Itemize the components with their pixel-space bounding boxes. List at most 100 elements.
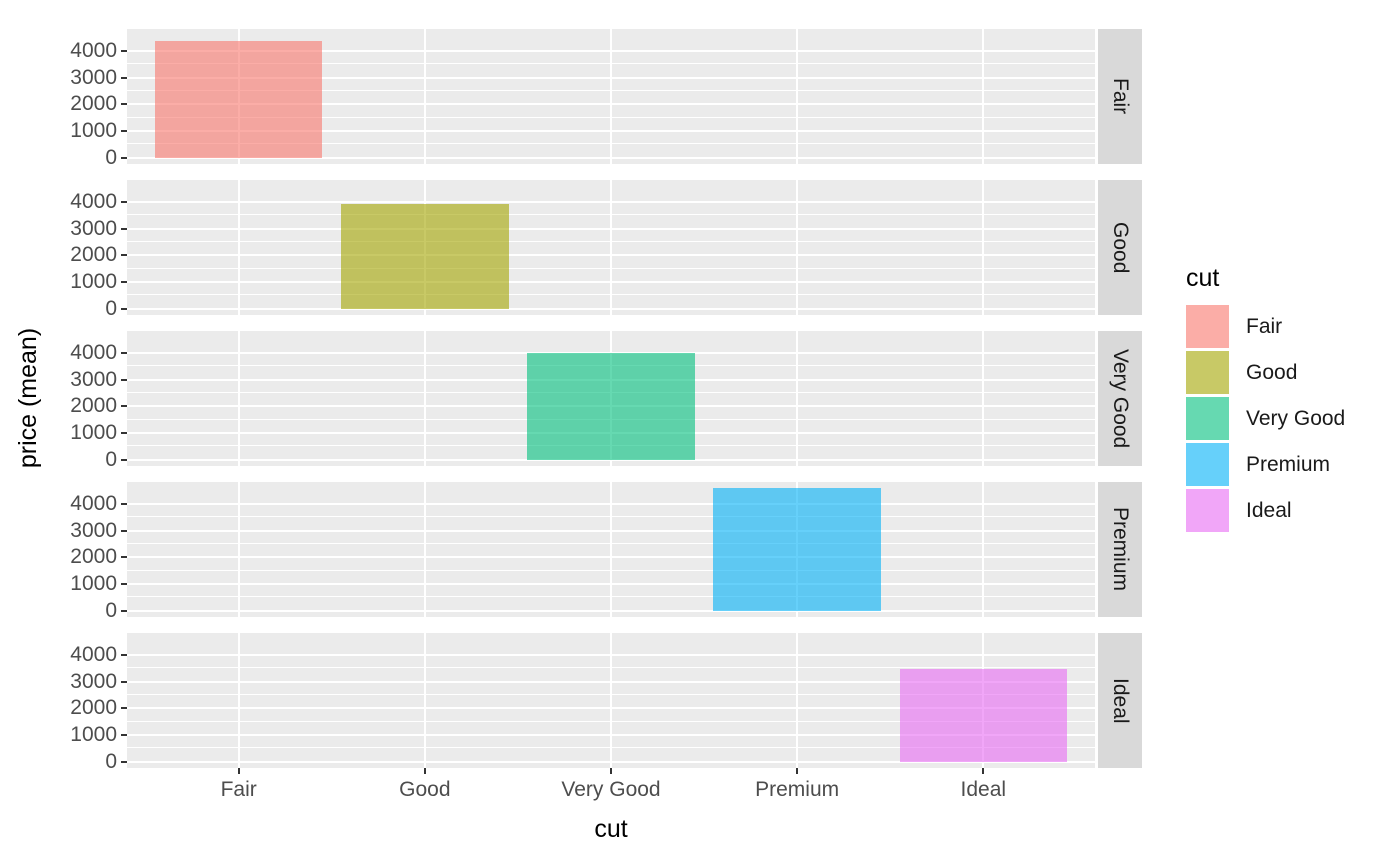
legend-label-premium: Premium xyxy=(1246,453,1331,476)
y-tick-mark xyxy=(121,680,127,683)
gridline-vertical xyxy=(982,180,985,315)
y-tick-mark xyxy=(121,760,127,763)
y-tick-mark xyxy=(121,529,127,532)
legend-label-good: Good xyxy=(1246,361,1298,384)
gridline-vertical xyxy=(237,633,240,768)
y-tick-label: 1000 xyxy=(70,119,117,143)
facet-panel-fair xyxy=(127,29,1095,164)
y-tick-label: 1000 xyxy=(70,723,117,747)
facet-panel-good xyxy=(127,180,1095,315)
gridline-vertical xyxy=(237,482,240,617)
y-tick-mark xyxy=(121,76,127,79)
y-tick-mark xyxy=(121,653,127,656)
y-tick-mark xyxy=(121,351,127,354)
y-tick-mark xyxy=(121,49,127,52)
y-tick-mark xyxy=(121,103,127,106)
bar-very-good xyxy=(527,353,695,460)
y-tick-label: 0 xyxy=(105,145,117,169)
facet-strip-label: Ideal xyxy=(1109,677,1132,724)
gridline-vertical xyxy=(610,633,612,768)
y-tick-label: 4000 xyxy=(70,340,117,364)
facet-strip-good: Good xyxy=(1098,180,1142,315)
y-tick-mark xyxy=(121,583,127,586)
facet-strip-fair: Fair xyxy=(1098,29,1142,164)
y-tick-label: 2000 xyxy=(70,92,117,116)
gridline-vertical xyxy=(423,29,426,164)
gridline-vertical xyxy=(982,29,985,164)
bar-good xyxy=(341,203,509,309)
legend-swatch-good xyxy=(1186,351,1229,394)
legend-label-ideal: Ideal xyxy=(1246,499,1292,522)
legend-title: cut xyxy=(1186,264,1220,292)
x-tick-label: Ideal xyxy=(960,778,1007,801)
y-tick-label: 0 xyxy=(105,598,117,622)
x-tick-label: Good xyxy=(399,778,451,801)
y-tick-label: 1000 xyxy=(70,572,117,596)
y-tick-mark xyxy=(121,227,127,230)
legend-label-fair: Fair xyxy=(1246,315,1283,338)
x-tick-mark xyxy=(423,768,426,774)
y-tick-mark xyxy=(121,458,127,461)
legend-swatch-ideal xyxy=(1186,489,1229,532)
gridline-vertical xyxy=(796,180,799,315)
bar-fair xyxy=(154,41,323,158)
legend-label-very-good: Very Good xyxy=(1246,407,1346,430)
y-tick-label: 3000 xyxy=(70,518,117,542)
y-tick-mark xyxy=(121,734,127,737)
gridline-vertical xyxy=(423,482,426,617)
facet-strip-premium: Premium xyxy=(1098,482,1142,617)
gridline-vertical xyxy=(796,331,799,466)
gridline-vertical xyxy=(237,331,240,466)
x-axis-title: cut xyxy=(594,815,628,843)
y-tick-mark xyxy=(121,502,127,505)
y-tick-mark xyxy=(121,609,127,612)
legend-swatch-fair xyxy=(1186,305,1229,348)
x-tick-label: Very Good xyxy=(561,778,661,801)
gridline-vertical xyxy=(610,29,612,164)
legend-swatch-premium xyxy=(1186,443,1229,486)
facet-panel-very-good xyxy=(127,331,1095,466)
y-tick-label: 0 xyxy=(105,749,117,773)
bar-premium xyxy=(713,488,881,611)
gridline-vertical xyxy=(423,633,426,768)
x-tick-mark xyxy=(610,768,612,774)
y-tick-label: 2000 xyxy=(70,696,117,720)
y-tick-label: 4000 xyxy=(70,491,117,515)
y-tick-label: 4000 xyxy=(70,38,117,62)
y-tick-label: 0 xyxy=(105,447,117,471)
y-tick-mark xyxy=(121,707,127,710)
y-tick-mark xyxy=(121,130,127,133)
gridline-vertical xyxy=(237,180,240,315)
facet-strip-label: Fair xyxy=(1109,78,1132,115)
x-tick-mark xyxy=(237,768,240,774)
x-tick-mark xyxy=(796,768,799,774)
x-tick-label: Premium xyxy=(755,778,840,801)
y-tick-label: 1000 xyxy=(70,270,117,294)
y-tick-mark xyxy=(121,378,127,381)
x-tick-label: Fair xyxy=(220,778,257,801)
y-tick-label: 0 xyxy=(105,296,117,320)
y-tick-label: 2000 xyxy=(70,243,117,267)
gridline-vertical xyxy=(610,482,612,617)
y-tick-label: 3000 xyxy=(70,669,117,693)
legend-swatch-very-good xyxy=(1186,397,1229,440)
y-tick-mark xyxy=(121,156,127,159)
y-tick-mark xyxy=(121,254,127,257)
y-tick-label: 2000 xyxy=(70,545,117,569)
y-tick-mark xyxy=(121,281,127,284)
y-tick-label: 4000 xyxy=(70,189,117,213)
facet-strip-label: Premium xyxy=(1109,507,1132,592)
gridline-vertical xyxy=(982,331,985,466)
facet-strip-label: Good xyxy=(1109,221,1132,274)
x-tick-mark xyxy=(982,768,985,774)
facet-strip-label: Very Good xyxy=(1109,348,1132,449)
facet-panel-premium xyxy=(127,482,1095,617)
facet-panel-ideal xyxy=(127,633,1095,768)
y-tick-mark xyxy=(121,200,127,203)
y-tick-mark xyxy=(121,405,127,408)
gridline-vertical xyxy=(796,633,799,768)
y-tick-mark xyxy=(121,556,127,559)
gridline-vertical xyxy=(796,29,799,164)
gridline-vertical xyxy=(423,331,426,466)
